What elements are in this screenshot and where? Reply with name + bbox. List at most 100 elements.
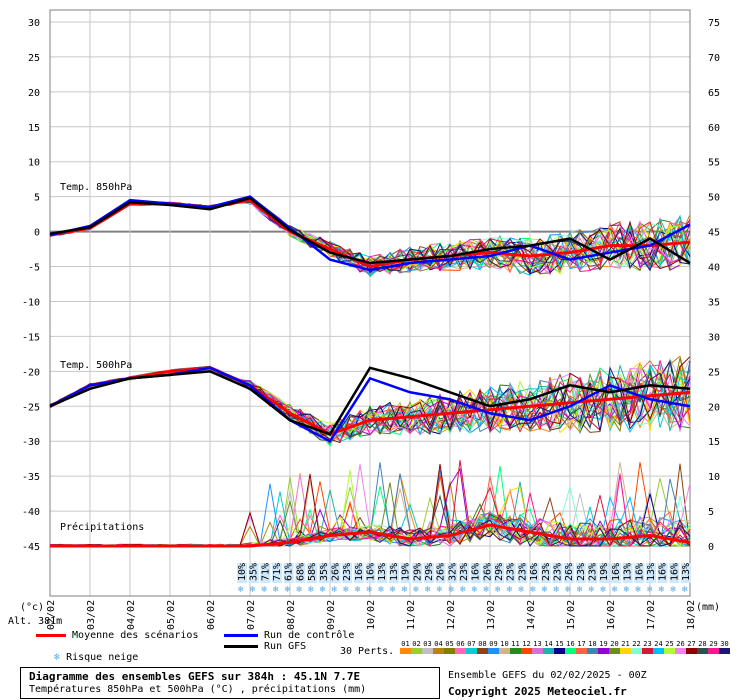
snow-risk-pct: 71%	[272, 563, 283, 581]
snow-risk-flake: ❄	[635, 585, 641, 595]
snow-risk-pct: 13%	[681, 563, 692, 581]
snow-risk-flake: ❄	[495, 585, 501, 595]
y-right-tick-label: 25	[708, 367, 720, 378]
y-left-tick-label: -35	[22, 472, 40, 483]
snow-risk-flake: ❄	[647, 585, 653, 595]
snow-risk-pct: 29%	[494, 563, 505, 581]
x-tick-label: 17/02	[646, 600, 657, 630]
snow-risk-pct: 26%	[482, 563, 493, 581]
footer-copyright: Copyright 2025 Meteociel.fr	[448, 685, 627, 698]
snow-risk-cell	[388, 563, 399, 583]
perturbation-legend-item: 19	[598, 640, 609, 654]
legend-mean-swatch	[36, 633, 66, 637]
snow-risk-pct: 16%	[529, 563, 540, 581]
legend-gfs: Run GFS	[224, 641, 306, 652]
plot-frame	[49, 9, 691, 597]
snow-risk-flake: ❄	[261, 585, 267, 595]
snow-risk-pct: 16%	[354, 563, 365, 581]
perturbation-legend-item: 12	[521, 640, 532, 654]
snow-risk-pct: 26%	[330, 563, 341, 581]
snow-risk-flake: ❄	[589, 585, 595, 595]
snow-risk-pct: 32%	[447, 563, 458, 581]
perturbation-legend-item: 22	[631, 640, 642, 654]
snow-risk-flake: ❄	[367, 585, 373, 595]
snow-risk-cell	[237, 563, 247, 583]
perturbation-legend-item: 27	[686, 640, 697, 654]
y-left-tick-label: 10	[28, 158, 40, 169]
snow-risk-flake: ❄	[296, 585, 302, 595]
snow-risk-cell	[365, 563, 376, 583]
y-left-tick-label: 0	[34, 228, 40, 239]
snow-risk-cell	[272, 563, 283, 583]
snow-risk-pct: 23%	[342, 563, 353, 581]
snow-risk-flake: ❄	[507, 585, 513, 595]
snow-risk-flake: ❄	[472, 585, 478, 595]
snow-risk-cell	[423, 563, 434, 583]
x-tick-label: 10/02	[366, 600, 377, 630]
snow-risk-pct: 19%	[599, 563, 610, 581]
snow-risk-pct: 13%	[389, 563, 400, 581]
perturbation-legend-item: 14	[543, 640, 554, 654]
snow-risk-pct: 35%	[249, 563, 260, 581]
snow-risk-cell	[260, 563, 271, 583]
y-left-tick-label: -5	[28, 263, 40, 274]
snow-risk-pct: 29%	[424, 563, 435, 581]
snow-risk-cell	[494, 563, 505, 583]
x-tick-label: 15/02	[566, 600, 577, 630]
legend-snow: ❄ Risque neige	[54, 652, 138, 663]
snow-risk-flake: ❄	[308, 585, 314, 595]
y-left-tick-label: 5	[34, 193, 40, 204]
perturbation-legend-item: 26	[675, 640, 686, 654]
snow-risk-pct: 71%	[260, 563, 271, 581]
perturbation-legend-item: 08	[477, 640, 488, 654]
snow-risk-cell	[622, 563, 633, 583]
snow-risk-flake: ❄	[483, 585, 489, 595]
snow-risk-flake: ❄	[250, 585, 256, 595]
altitude-label: Alt. 381m	[8, 616, 63, 627]
x-axis-date-ticks: 02/02 03/02 04/02 05/02 06/02 07/02 08/02 09/02…	[46, 600, 697, 630]
snow-risk-cell	[459, 563, 469, 583]
legend-control-swatch	[224, 633, 258, 637]
snow-risk-cell	[400, 563, 411, 583]
snow-risk-flake: ❄	[273, 585, 279, 595]
y-left-tick-label: -30	[22, 437, 40, 448]
snow-risk-cell	[342, 563, 353, 583]
snow-risk-cell	[295, 563, 306, 583]
perturbation-legend-item: 18	[587, 640, 598, 654]
y-right-tick-label: 75	[708, 18, 720, 29]
perturbation-legend-item: 05	[444, 640, 455, 654]
legend-control: Run de contrôle	[224, 630, 354, 641]
snow-risk-flake: ❄	[565, 585, 571, 595]
snow-risk-cell	[564, 563, 575, 583]
perturbation-legend-item: 23	[642, 640, 653, 654]
footer-title-box: Diagramme des ensembles GEFS sur 384h : …	[20, 667, 440, 699]
series-line-t500_gfs	[49, 366, 691, 436]
y-right-tick-label: 65	[708, 88, 720, 99]
main-series-lines	[49, 195, 691, 548]
perturbation-legend-item: 10	[499, 640, 510, 654]
snow-risk-flake: ❄	[425, 585, 431, 595]
snow-risk-pct: 23%	[576, 563, 587, 581]
snow-risk-cell	[353, 563, 364, 583]
snow-risk-pct: 35%	[319, 563, 330, 581]
series-line-t850_gfs	[49, 196, 691, 265]
y-right-tick-label: 0	[708, 542, 714, 553]
snow-risk-pct: 13%	[377, 563, 388, 581]
perturbation-legend-item: 25	[664, 640, 675, 654]
perturbation-legend-item: 30	[719, 640, 730, 654]
y-axis-left-ticks: 30 25 20 15 10 5 0 -5 -10 -15 -20 -25 -30 -35 -40 -45	[22, 18, 40, 553]
y-left-tick-label: -15	[22, 332, 40, 343]
snow-risk-flake: ❄	[402, 585, 408, 595]
snow-risk-flake: ❄	[238, 585, 244, 595]
perturbation-legend-item: 16	[565, 640, 576, 654]
y-right-tick-label: 70	[708, 53, 720, 64]
y-right-tick-label: 20	[708, 402, 720, 413]
label-t850: Temp. 850hPa	[60, 182, 132, 193]
snow-risk-cell	[657, 563, 668, 583]
snow-risk-flake: ❄	[577, 585, 583, 595]
x-tick-label: 09/02	[326, 600, 337, 630]
snow-risk-cell	[587, 563, 598, 583]
snow-risk-flake: ❄	[355, 585, 361, 595]
snow-risk-pct: 58%	[307, 563, 318, 581]
perturbation-legend-item: 09	[488, 640, 499, 654]
